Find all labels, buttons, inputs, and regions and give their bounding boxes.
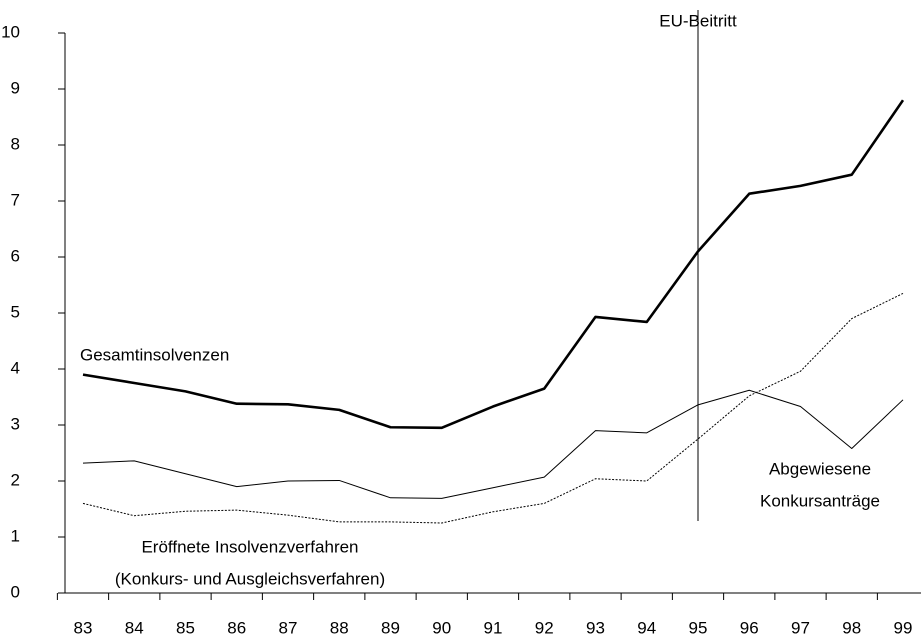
x-tick-label: 86 bbox=[227, 618, 246, 637]
x-tick-label: 97 bbox=[791, 618, 810, 637]
y-tick-label: 5 bbox=[11, 302, 20, 321]
x-tick-label: 85 bbox=[176, 618, 195, 637]
y-tick-label: 1 bbox=[11, 526, 20, 545]
x-tick-label: 94 bbox=[637, 618, 656, 637]
x-tick-label: 91 bbox=[484, 618, 503, 637]
y-tick-label: 9 bbox=[11, 78, 20, 97]
x-tick-label: 90 bbox=[432, 618, 451, 637]
y-tick-label: 7 bbox=[11, 190, 20, 209]
y-tick-label: 3 bbox=[11, 414, 20, 433]
series-label: Abgewiesene bbox=[769, 459, 871, 478]
series-line bbox=[82, 292, 904, 524]
y-tick-label: 4 bbox=[11, 358, 20, 377]
x-tick-label: 99 bbox=[894, 618, 913, 637]
x-tick-label: 96 bbox=[740, 618, 759, 637]
series-line bbox=[82, 99, 905, 430]
x-tick-label: 93 bbox=[586, 618, 605, 637]
x-tick-label: 84 bbox=[125, 618, 144, 637]
y-tick-label: 8 bbox=[11, 134, 20, 153]
series-label: (Konkurs- und Ausgleichsverfahren) bbox=[115, 569, 385, 588]
series-label: Eröffnete Insolvenzverfahren bbox=[141, 537, 358, 556]
x-tick-label: 88 bbox=[330, 618, 349, 637]
series-line bbox=[82, 389, 904, 499]
x-tick-label: 89 bbox=[381, 618, 400, 637]
x-tick-label: 83 bbox=[74, 618, 93, 637]
x-tick-label: 98 bbox=[842, 618, 861, 637]
series-label: Konkursanträge bbox=[760, 491, 880, 510]
y-tick-label: 2 bbox=[11, 470, 20, 489]
annotation-label: EU-Beitritt bbox=[659, 11, 737, 30]
y-tick-label: 0 bbox=[11, 582, 20, 601]
x-tick-label: 92 bbox=[535, 618, 554, 637]
series-label: Gesamtinsolvenzen bbox=[80, 345, 229, 364]
x-tick-label: 95 bbox=[689, 618, 708, 637]
y-tick-label: 6 bbox=[11, 246, 20, 265]
y-tick-label: 10 bbox=[1, 22, 20, 41]
x-tick-label: 87 bbox=[279, 618, 298, 637]
